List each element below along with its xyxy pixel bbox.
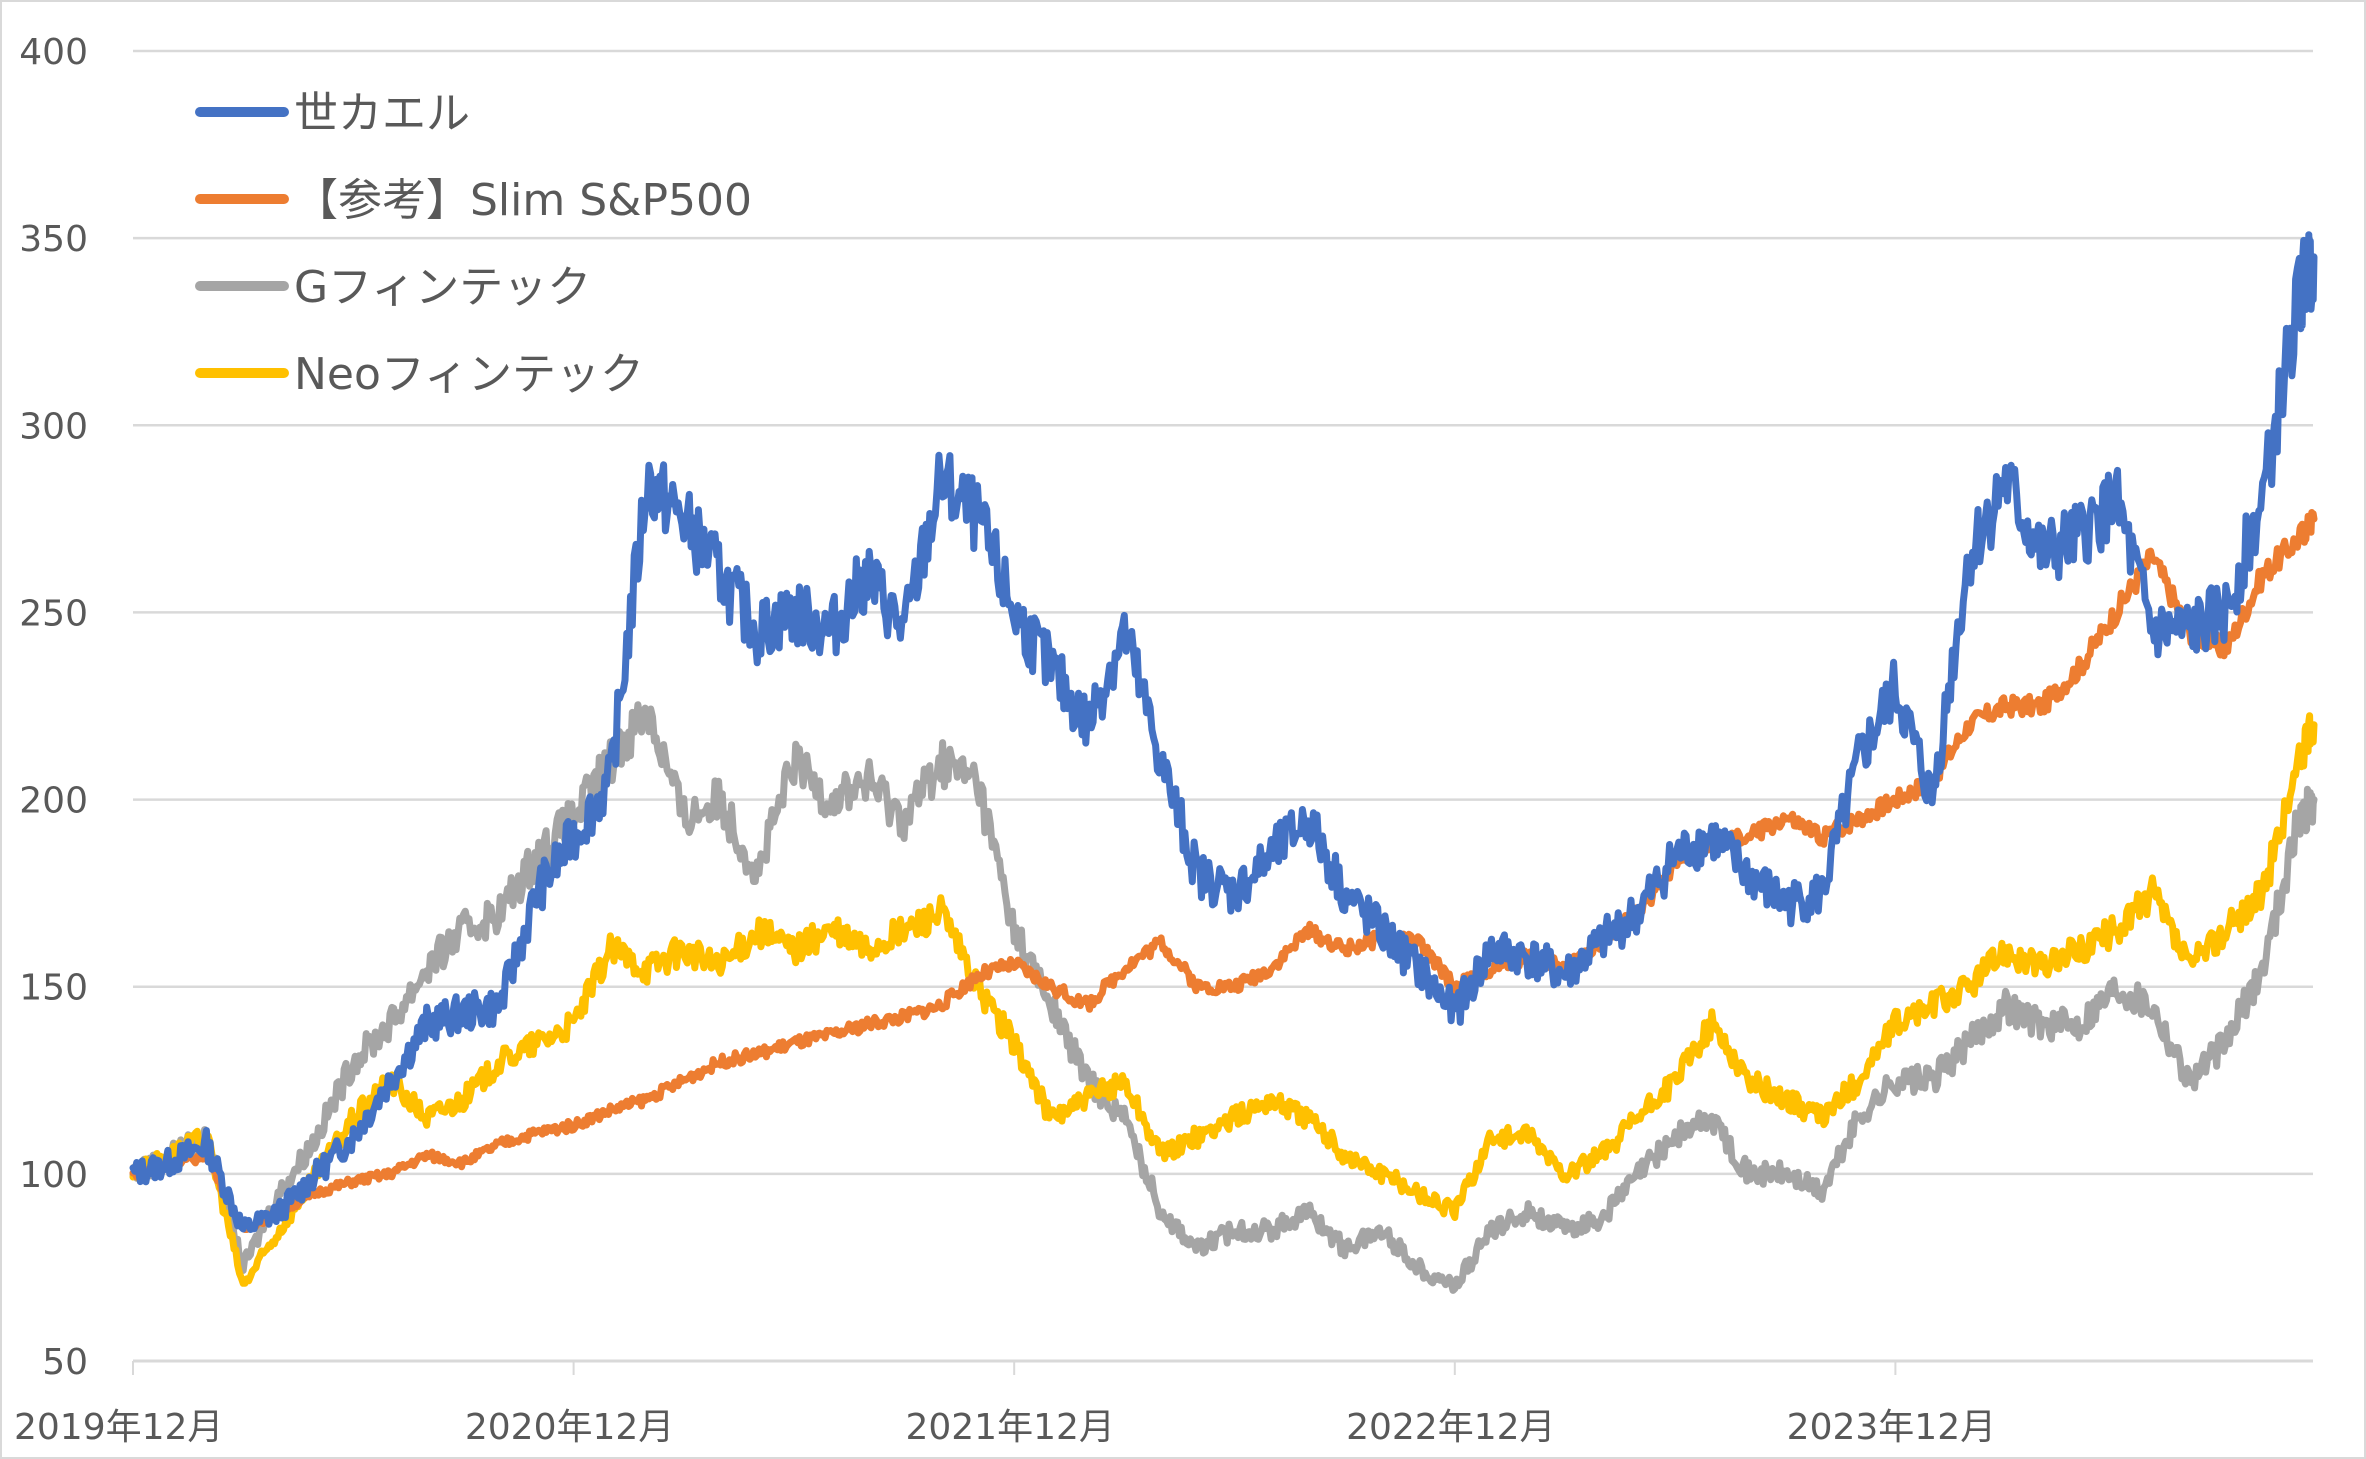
legend-item: 世カエル <box>195 88 470 139</box>
y-tick-label: 350 <box>19 219 88 260</box>
series-line-0 <box>129 231 2318 1233</box>
x-tick-label: 2022年12月 <box>1346 1407 1555 1448</box>
series-line-3 <box>129 712 2318 1287</box>
legend-label: 【参考】Slim S&P500 <box>294 175 752 226</box>
y-tick-label: 300 <box>19 406 88 447</box>
x-tick-label: 2023年12月 <box>1787 1407 1996 1448</box>
series-line-1 <box>129 509 2318 1233</box>
legend-item: Neoフィンテック <box>195 349 644 400</box>
legend-label: Neoフィンテック <box>294 349 644 400</box>
series-line-2 <box>129 701 2318 1294</box>
y-tick-label: 50 <box>42 1342 88 1383</box>
x-tick-label: 2019年12月 <box>14 1407 223 1448</box>
y-tick-label: 250 <box>19 593 88 634</box>
y-tick-label: 200 <box>19 781 88 822</box>
y-tick-label: 400 <box>19 32 88 73</box>
legend-item: Gフィンテック <box>195 262 591 313</box>
y-tick-label: 150 <box>19 968 88 1009</box>
legend-item: 【参考】Slim S&P500 <box>195 175 752 226</box>
legend-label: 世カエル <box>294 88 470 139</box>
y-tick-label: 100 <box>19 1155 88 1196</box>
x-tick-label: 2020年12月 <box>465 1407 674 1448</box>
x-tick-label: 2021年12月 <box>905 1407 1114 1448</box>
legend-label: Gフィンテック <box>294 262 591 313</box>
